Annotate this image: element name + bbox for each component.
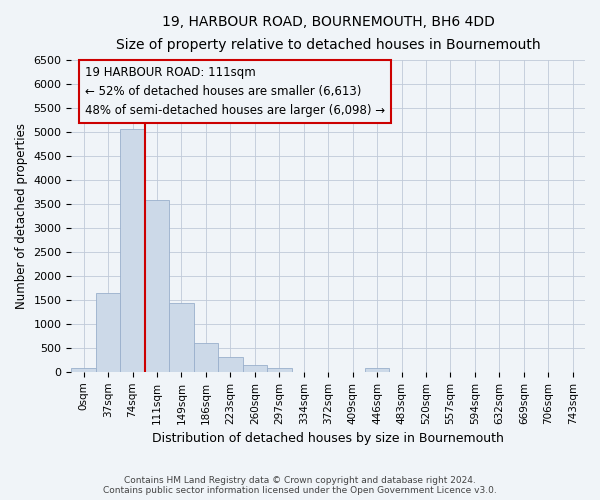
Bar [121,130,145,372]
Bar [96,292,121,372]
Bar [365,368,389,372]
Y-axis label: Number of detached properties: Number of detached properties [15,123,28,309]
Title: 19, HARBOUR ROAD, BOURNEMOUTH, BH6 4DD
Size of property relative to detached hou: 19, HARBOUR ROAD, BOURNEMOUTH, BH6 4DD S… [116,15,541,52]
Text: Contains HM Land Registry data © Crown copyright and database right 2024.
Contai: Contains HM Land Registry data © Crown c… [103,476,497,495]
Bar [71,368,96,372]
X-axis label: Distribution of detached houses by size in Bournemouth: Distribution of detached houses by size … [152,432,504,445]
Bar [267,368,292,372]
Text: 19 HARBOUR ROAD: 111sqm
← 52% of detached houses are smaller (6,613)
48% of semi: 19 HARBOUR ROAD: 111sqm ← 52% of detache… [85,66,385,116]
Bar [194,343,218,372]
Bar [169,304,194,372]
Bar [218,358,242,372]
Bar [242,364,267,372]
Bar [145,200,169,372]
